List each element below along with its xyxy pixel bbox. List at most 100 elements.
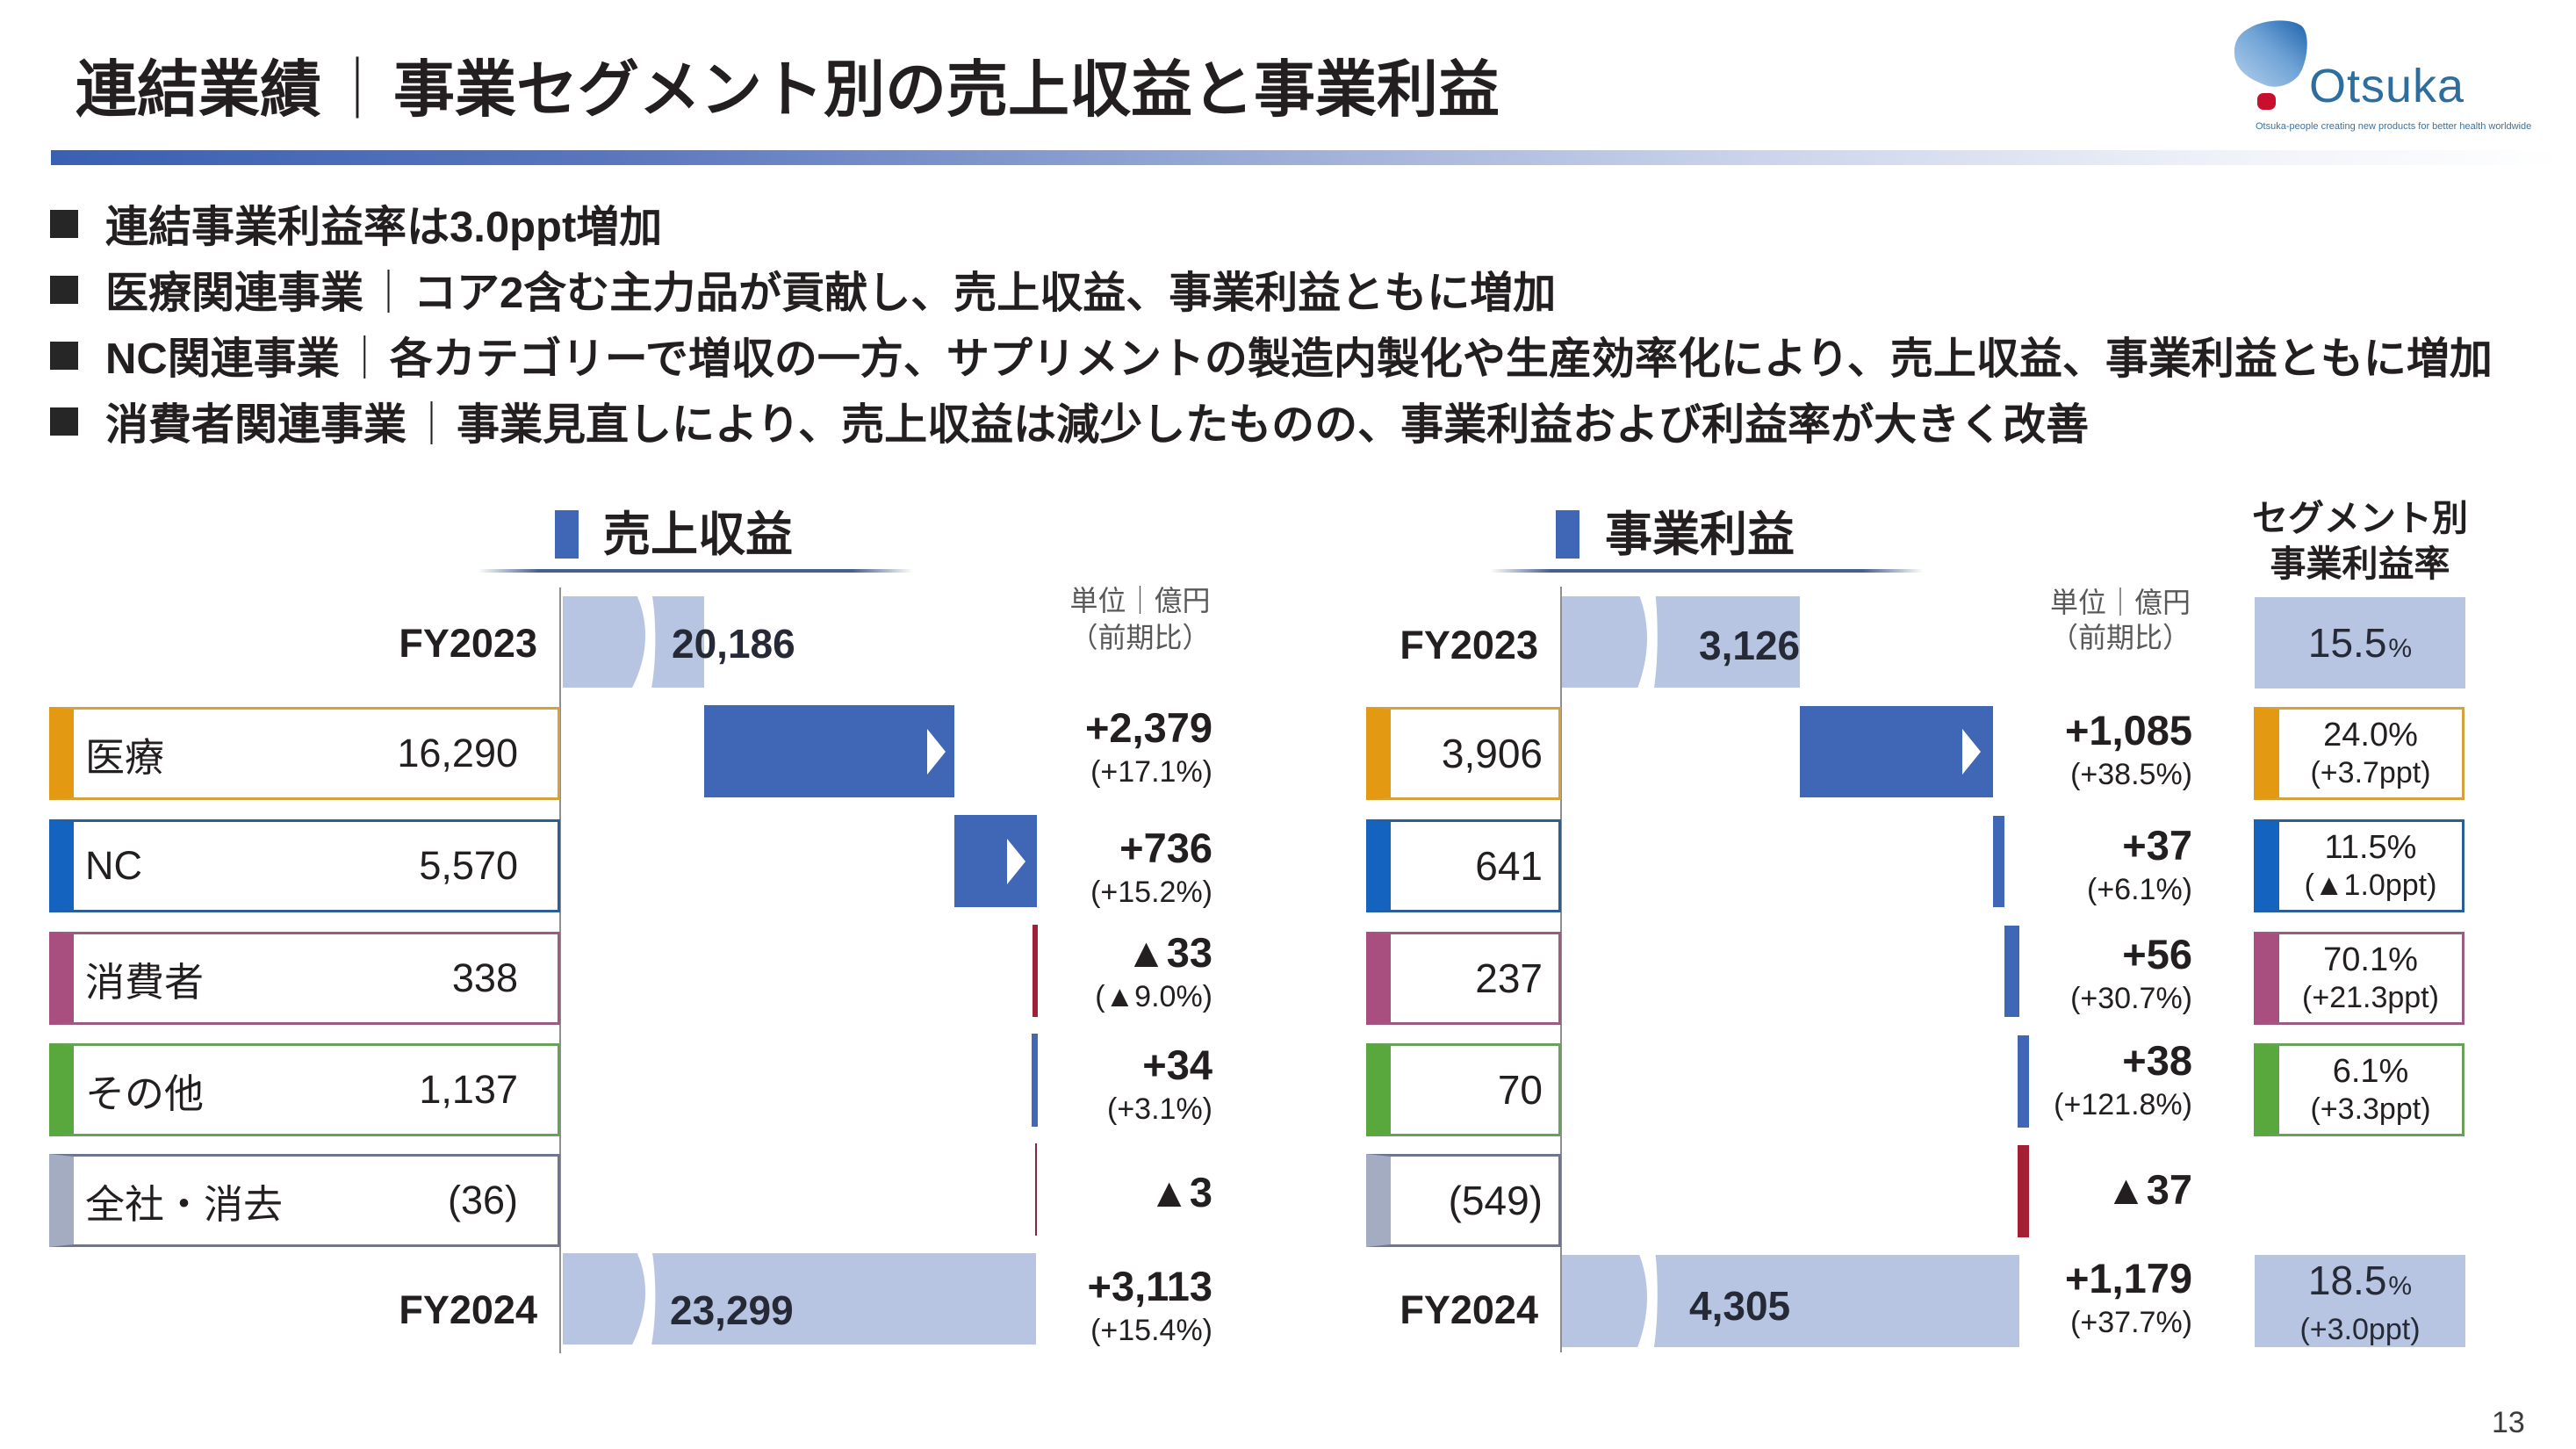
revenue-header-underline: [478, 569, 913, 573]
revenue-fy2023-bar: [563, 593, 704, 691]
delta-value: ▲33: [1126, 929, 1212, 976]
bullet-prefix: 医療関連事業: [105, 270, 364, 317]
revenue-axis-line: [559, 588, 561, 1353]
revenue-delta-bar-nc: [954, 815, 1037, 907]
bullet-text: 連結事業利益率は3.0ppt増加: [105, 192, 662, 255]
profit-fy2024-bar: [1562, 1251, 2019, 1351]
revenue-delta-label: +34 (+3.1%): [992, 1043, 1212, 1131]
profit-axis-line: [1560, 587, 1562, 1352]
margin-number: 15.5: [2307, 620, 2387, 666]
profit-delta-label: +56 (+30.7%): [1967, 933, 2192, 1020]
profit-delta-label: +1,085 (+38.5%): [1967, 709, 2192, 797]
profit-fy2024-value: 4,305: [1689, 1283, 1791, 1329]
segment-value: 70: [1497, 1067, 1543, 1113]
profit-unit-label: 単位｜億円: [2049, 587, 2191, 618]
margin-fy2024-box: 18.5% (+3.0ppt): [2255, 1255, 2465, 1347]
delta-percent: (+38.5%): [2070, 758, 2192, 791]
margin-segment-box: 6.1% (+3.3ppt): [2254, 1043, 2464, 1136]
revenue-header-marker: [555, 510, 579, 559]
segment-value: 237: [1475, 955, 1543, 1001]
right-arrow-icon: [1007, 838, 1025, 884]
delta-percent: (▲9.0%): [1095, 980, 1212, 1013]
delta-value: +2,379: [1084, 704, 1212, 751]
delta-value: ▲37: [2105, 1166, 2192, 1213]
profit-fy2023-value: 3,126: [1699, 623, 1801, 668]
profit-segment-row: 70: [1366, 1043, 1561, 1136]
delta-percent: (+17.1%): [1090, 755, 1212, 789]
revenue-segment-row: 消費者 338: [49, 932, 560, 1025]
title-sub: 事業セグメント別の売上収益と事業利益: [393, 54, 1500, 124]
delta-value: +38: [2122, 1037, 2192, 1084]
bullet-item: 医療関連事業｜コア2含む主力品が貢献し、売上収益、事業利益ともに増加: [50, 256, 2493, 322]
margin-change: (▲1.0ppt): [2304, 868, 2437, 902]
axis-break-icon: [630, 1250, 656, 1348]
segment-value: 338: [451, 955, 518, 1000]
margin-change: (+3.3ppt): [2310, 1092, 2431, 1126]
delta-value: +56: [2122, 931, 2192, 977]
margin-change: (+3.7ppt): [2310, 755, 2431, 789]
margin-segment-box: 11.5% (▲1.0ppt): [2254, 819, 2464, 912]
revenue-total-delta-label: +3,113 (+15.4%): [992, 1265, 1212, 1352]
delta-value: +1,085: [2064, 707, 2192, 753]
revenue-fy2024-value: 23,299: [670, 1287, 794, 1333]
revenue-delta-bar-medical: [704, 705, 954, 797]
profit-fy2024-label: FY2024: [1400, 1287, 1538, 1332]
summary-bullets: 連結事業利益率は3.0ppt増加 医療関連事業｜コア2含む主力品が貢献し、売上収…: [50, 191, 2493, 454]
profit-segment-row: 237: [1366, 932, 1561, 1025]
profit-segment-row: 3,906: [1366, 707, 1561, 800]
delta-percent: (+30.7%): [2070, 982, 2192, 1015]
revenue-delta-label: ▲33 (▲9.0%): [992, 931, 1212, 1019]
square-bullet-icon: [50, 341, 78, 370]
title-separator: ｜: [327, 54, 388, 124]
axis-break-icon: [1636, 593, 1658, 691]
right-arrow-icon: [927, 728, 946, 775]
logo-tagline: Otsuka-people creating new products for …: [2256, 121, 2532, 132]
bullet-text: 消費者関連事業｜事業見直しにより、売上収益は減少したものの、事業利益および利益率…: [105, 390, 2089, 452]
revenue-fy2023-label: FY2023: [399, 621, 537, 666]
segment-value: 3,906: [1441, 731, 1543, 776]
segment-name: 医療: [85, 734, 165, 780]
revenue-segment-row: その他 1,137: [49, 1043, 560, 1136]
margin-value: 11.5%: [2324, 828, 2417, 866]
margin-value: 24.0%: [2323, 716, 2418, 753]
profit-delta-label: ▲37: [1967, 1168, 2192, 1212]
revenue-unit-label: 単位｜億円: [1069, 585, 1211, 616]
square-bullet-icon: [50, 275, 78, 304]
margin-change: (+21.3ppt): [2302, 980, 2439, 1014]
margin-segment-box: 24.0% (+3.7ppt): [2254, 707, 2464, 800]
profit-delta-bar-nc: [1993, 816, 2004, 907]
delta-percent: (+37.7%): [2070, 1306, 2192, 1339]
segment-value: 16,290: [397, 731, 518, 775]
margin-value: 6.1%: [2332, 1052, 2409, 1090]
delta-percent: (+6.1%): [2087, 873, 2192, 906]
segment-name: NC: [85, 843, 142, 888]
margin-fy2024-value: 18.5%: [2308, 1260, 2412, 1311]
bullet-text: 医療関連事業｜コア2含む主力品が貢献し、売上収益、事業利益ともに増加: [105, 258, 1556, 321]
margin-header-line1: セグメント別: [2252, 498, 2468, 538]
profit-segment-row: 641: [1366, 819, 1561, 912]
segment-name: 消費者: [85, 959, 205, 1005]
right-arrow-icon: [1962, 729, 1981, 775]
profit-header-underline: [1490, 569, 1924, 573]
delta-value: ▲3: [1148, 1169, 1212, 1215]
revenue-segment-row: 全社・消去 (36): [49, 1154, 560, 1247]
profit-unit-note: （前期比）: [2049, 622, 2191, 653]
margin-number: 18.5: [2307, 1257, 2387, 1303]
bullet-item: NC関連事業｜各カテゴリーで増収の一方、サプリメントの製造内製化や生産効率化によ…: [50, 322, 2493, 388]
segment-name: 全社・消去: [85, 1181, 284, 1227]
bullet-item: 消費者関連事業｜事業見直しにより、売上収益は減少したものの、事業利益および利益率…: [50, 388, 2493, 454]
profit-delta-label: +38 (+121.8%): [1967, 1039, 2192, 1127]
revenue-delta-label: +2,379 (+17.1%): [992, 706, 1212, 794]
profit-delta-bar-corporate: [2018, 1145, 2029, 1237]
revenue-fy2024-bar: [563, 1250, 1036, 1348]
profit-fy2023-label: FY2023: [1400, 623, 1538, 667]
delta-percent: (+15.4%): [1090, 1314, 1212, 1347]
axis-break-icon: [1636, 1251, 1658, 1351]
delta-percent: (+3.1%): [1107, 1092, 1212, 1126]
segment-value: 1,137: [419, 1067, 518, 1112]
square-bullet-icon: [50, 407, 78, 436]
bullet-item: 連結事業利益率は3.0ppt増加: [50, 191, 2493, 256]
delta-value: +3,113: [1087, 1263, 1212, 1309]
page-number: 13: [2492, 1406, 2525, 1439]
